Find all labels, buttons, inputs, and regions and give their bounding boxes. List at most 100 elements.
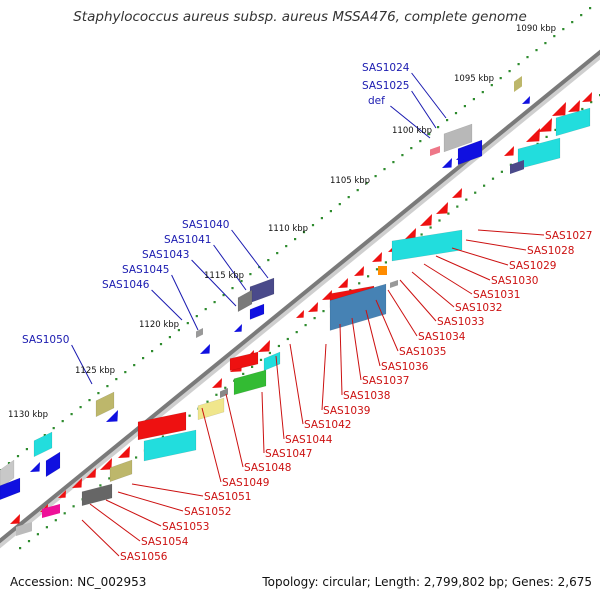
- scale-label: 1095 kbp: [454, 74, 494, 84]
- outer-scale-dot: [168, 336, 171, 339]
- outer-scale-dot: [544, 42, 547, 45]
- label-leader-red: [387, 289, 418, 337]
- gene-block-grey: [443, 123, 473, 153]
- outer-scale-dot: [70, 413, 73, 416]
- outer-scale-dot: [177, 329, 180, 332]
- inner-scale-dot: [429, 226, 432, 229]
- gene-block-grey: [196, 328, 203, 338]
- gene-arrow-red: [10, 514, 20, 524]
- gene-label-red: SAS1031: [473, 289, 520, 301]
- inner-scale-dot: [581, 107, 584, 111]
- gene-block-grey: [81, 483, 113, 507]
- label-leader-red: [435, 255, 491, 281]
- outer-scale-dot: [472, 98, 475, 101]
- gene-label-blue: SAS1046: [102, 279, 150, 291]
- scale-label: 1105 kbp: [330, 176, 370, 186]
- outer-scale-dot: [338, 203, 341, 206]
- label-leader-red: [339, 323, 343, 396]
- label-leader-red: [365, 309, 381, 367]
- outer-scale-dot: [437, 126, 440, 129]
- gene-label-red: SAS1027: [545, 230, 592, 242]
- outer-scale-dot: [517, 63, 520, 66]
- inner-scale-dot: [554, 128, 557, 131]
- gene-arrow-blue: [30, 462, 40, 472]
- gene-label-red: SAS1049: [222, 477, 269, 489]
- outer-scale-dot: [329, 210, 332, 213]
- gene-arrow-red: [582, 92, 592, 102]
- gene-arrow-blue: [106, 410, 118, 422]
- outer-scale-dot: [401, 154, 404, 157]
- inner-scale-dot: [99, 484, 102, 487]
- label-leader-red: [423, 263, 473, 295]
- gene-block-slate: [249, 277, 275, 304]
- gene-block-grey: [16, 522, 32, 536]
- outer-scale-dot: [589, 7, 592, 10]
- label-leader-red: [411, 271, 455, 308]
- gene-block-khaki: [514, 76, 522, 92]
- scale-label: 1090 kbp: [516, 24, 556, 34]
- gene-label-red: SAS1036: [381, 361, 429, 373]
- gene-label-red: SAS1033: [437, 316, 484, 328]
- gene-block-steel: [329, 283, 387, 331]
- inner-scale-dot: [72, 505, 75, 508]
- gene-block-grey: [0, 459, 15, 489]
- inner-scale-dot: [188, 414, 191, 417]
- inner-scale-dot: [545, 135, 548, 138]
- inner-scale-dot: [277, 344, 280, 348]
- label-leader-red: [375, 299, 399, 352]
- outer-scale-dot: [428, 133, 431, 136]
- gene-arrow-blue: [456, 152, 464, 160]
- label-leader-red: [225, 393, 244, 468]
- gene-arrow-red: [58, 490, 66, 498]
- outer-scale-dot: [383, 168, 386, 171]
- gene-label-red: SAS1054: [141, 536, 189, 548]
- label-leader-blue: [411, 90, 437, 129]
- gene-label-red: SAS1047: [265, 448, 312, 460]
- scale-label: 1115 kbp: [204, 271, 244, 281]
- gene-arrow-red: [212, 378, 222, 388]
- gene-block-blue: [249, 303, 265, 320]
- gene-block-green: [233, 369, 267, 396]
- gene-label-red: SAS1051: [204, 491, 251, 503]
- outer-scale-dot: [52, 427, 55, 430]
- inner-scale-dot: [438, 219, 441, 222]
- scale-label: 1130 kbp: [8, 410, 48, 420]
- gene-block-orange: [378, 266, 387, 275]
- label-leader-blue: [171, 274, 199, 331]
- gene-label-red: SAS1039: [323, 405, 370, 417]
- backbone-shadow: [0, 50, 600, 549]
- gene-label-red: SAS1034: [418, 331, 466, 343]
- map-title: Staphylococcus aureus subsp. aureus MSSA…: [73, 9, 527, 25]
- inner-scale-dot: [36, 533, 39, 536]
- gene-arrow-red: [258, 340, 270, 352]
- inner-scale-dot: [215, 393, 218, 396]
- gene-label-blue: SAS1050: [22, 334, 69, 346]
- topology-summary: Topology: circular; Length: 2,799,802 bp…: [262, 575, 592, 589]
- outer-scale-dot: [454, 112, 458, 115]
- outer-scale-dot: [213, 301, 216, 304]
- label-leader-red: [81, 519, 120, 557]
- gene-arrow-blue: [200, 344, 210, 354]
- gene-arrow-blue: [234, 324, 242, 332]
- gene-arrow-red: [526, 128, 540, 142]
- gene-label-blue: SAS1040: [182, 219, 229, 231]
- gene-arrow-red: [568, 100, 580, 112]
- gene-label-blue: SAS1024: [362, 62, 410, 74]
- gene-arrow-red: [354, 266, 364, 276]
- inner-scale-dot: [63, 512, 66, 515]
- outer-scale-dot: [481, 91, 484, 94]
- gene-arrow-red: [100, 458, 112, 470]
- scale-label: 1120 kbp: [139, 320, 179, 330]
- gene-label-red: SAS1052: [184, 506, 231, 518]
- gene-block-cyan: [555, 107, 591, 137]
- label-leader-group: [71, 72, 545, 557]
- inner-scale-dot: [420, 233, 423, 236]
- inner-scale-dot: [590, 101, 593, 104]
- outer-scale-dot: [571, 21, 574, 24]
- gene-arrow-red: [552, 102, 566, 116]
- outer-scale-dot: [526, 56, 529, 59]
- gene-arrow-red: [436, 202, 448, 214]
- gene-block-cyan: [391, 229, 463, 262]
- gene-label-blue: def: [368, 95, 385, 107]
